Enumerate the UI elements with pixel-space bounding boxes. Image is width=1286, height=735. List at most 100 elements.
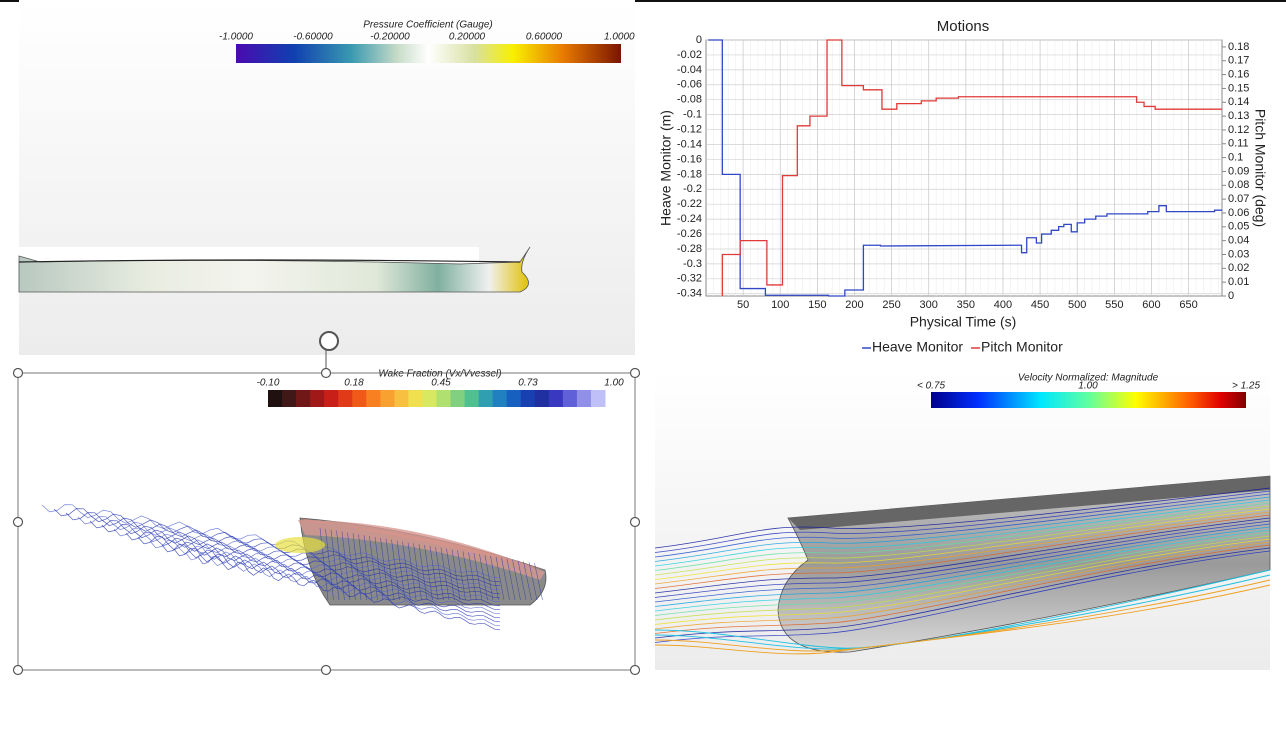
y-tick-label: -0.04 (677, 64, 702, 76)
streamline (391, 539, 400, 601)
streamline (429, 545, 439, 601)
resize-handle[interactable] (12, 516, 24, 528)
y2-tick-label: 0.07 (1228, 193, 1249, 205)
colorbar-cell (520, 390, 536, 407)
streamline (407, 542, 417, 601)
y-tick-label: -0.16 (677, 153, 702, 165)
streamline (654, 505, 1271, 576)
streamline (512, 559, 521, 601)
wake-highlight (275, 537, 325, 553)
streamline (451, 549, 461, 601)
streamline (435, 546, 444, 601)
x-tick-label: 250 (882, 299, 900, 311)
streamline (173, 548, 501, 623)
streamline (358, 534, 367, 601)
y2-tick-label: 0.02 (1228, 262, 1249, 274)
y2-tick-label: 0.08 (1228, 179, 1249, 191)
colorbar-cell (324, 390, 339, 407)
colorbar-title: Wake Fraction (Vx/Vvessel) (378, 369, 501, 380)
y-tick-label: -0.3 (683, 258, 702, 270)
colorbar-cell (478, 390, 494, 407)
x-tick-label: 500 (1068, 299, 1086, 311)
streamline (490, 555, 499, 601)
colorbar-cell (408, 390, 423, 407)
streamline (418, 544, 428, 601)
streamline (654, 544, 1271, 634)
streamline (654, 490, 1271, 553)
y2-tick-label: 0.05 (1228, 221, 1249, 233)
streamlines (41, 504, 543, 631)
streamline (654, 502, 1271, 571)
colorbar-label: 1.00 (1078, 381, 1098, 392)
streamline (330, 529, 340, 601)
y-tick-label: -0.08 (677, 94, 702, 106)
streamline (654, 526, 1271, 607)
colorbar-label: 1.00 (604, 378, 624, 389)
deck-surface (298, 520, 545, 580)
motions-chart: Motions Physical Time (s) Heave Monitor … (658, 18, 1269, 355)
colorbar-cell (352, 390, 367, 407)
y-tick-label: -0.06 (677, 79, 702, 91)
resize-handle[interactable] (320, 367, 332, 379)
streamline (528, 562, 538, 601)
streamline (319, 527, 329, 601)
resize-handle[interactable] (320, 664, 332, 676)
chart-title: Motions (937, 18, 990, 35)
y-axis-label: Heave Monitor (m) (658, 110, 674, 226)
resize-handle[interactable] (629, 664, 641, 676)
y2-tick-label: 0.15 (1228, 82, 1249, 94)
y-tick-label: -0.22 (677, 198, 702, 210)
colorbar-cell (366, 390, 381, 407)
streamline (654, 517, 1271, 594)
resize-handle[interactable] (629, 516, 641, 528)
y-tick-label: -0.14 (677, 138, 702, 150)
y-tick-label: -0.2 (683, 183, 702, 195)
streamline (654, 523, 1271, 603)
deck (19, 247, 479, 263)
streamline (325, 528, 334, 601)
colorbar-label: 0.73 (518, 378, 538, 389)
x-tick-label: 350 (957, 299, 975, 311)
streamline (336, 530, 345, 601)
streamline (654, 538, 1271, 625)
y-tick-label: -0.34 (677, 288, 702, 300)
resize-handle[interactable] (12, 367, 24, 379)
rotate-handle[interactable] (319, 331, 339, 351)
colorbar-cell (380, 390, 395, 407)
streamline (468, 552, 477, 601)
streamline (479, 554, 488, 601)
colorbar-label: < 0.75 (917, 381, 946, 392)
y2-tick-label: 0.18 (1228, 41, 1249, 53)
streamline (374, 536, 384, 601)
colorbar-cell (296, 390, 311, 407)
waterline (18, 259, 521, 263)
colorbar-cell (576, 390, 592, 407)
y2-tick-label: 0 (1228, 290, 1234, 302)
streamline (424, 545, 433, 601)
streamline (446, 548, 455, 601)
y-tick-label: -0.32 (677, 273, 702, 285)
colorbar-cell (422, 390, 437, 407)
x-tick-label: 50 (737, 299, 749, 311)
colorbar-cell (436, 390, 452, 407)
streamline (654, 535, 1271, 621)
streamline (654, 532, 1271, 616)
x-tick-label: 400 (994, 299, 1012, 311)
streamline (101, 524, 501, 599)
x-tick-label: 300 (920, 299, 938, 311)
streamline (654, 550, 1271, 643)
streamline (363, 535, 373, 601)
colorbar-label: -0.10 (257, 378, 280, 389)
x-tick-label: 150 (808, 299, 826, 311)
resize-handle[interactable] (12, 664, 24, 676)
streamline (462, 551, 472, 601)
resize-handle[interactable] (629, 367, 641, 379)
streamline (654, 508, 1271, 580)
y2-axis-label: Pitch Monitor (deg) (1252, 109, 1268, 227)
x-tick-label: 450 (1031, 299, 1049, 311)
streamline (137, 536, 501, 611)
streamline (185, 552, 501, 627)
y-tick-label: -0.26 (677, 228, 702, 240)
y2-tick-label: 0.06 (1228, 207, 1249, 219)
